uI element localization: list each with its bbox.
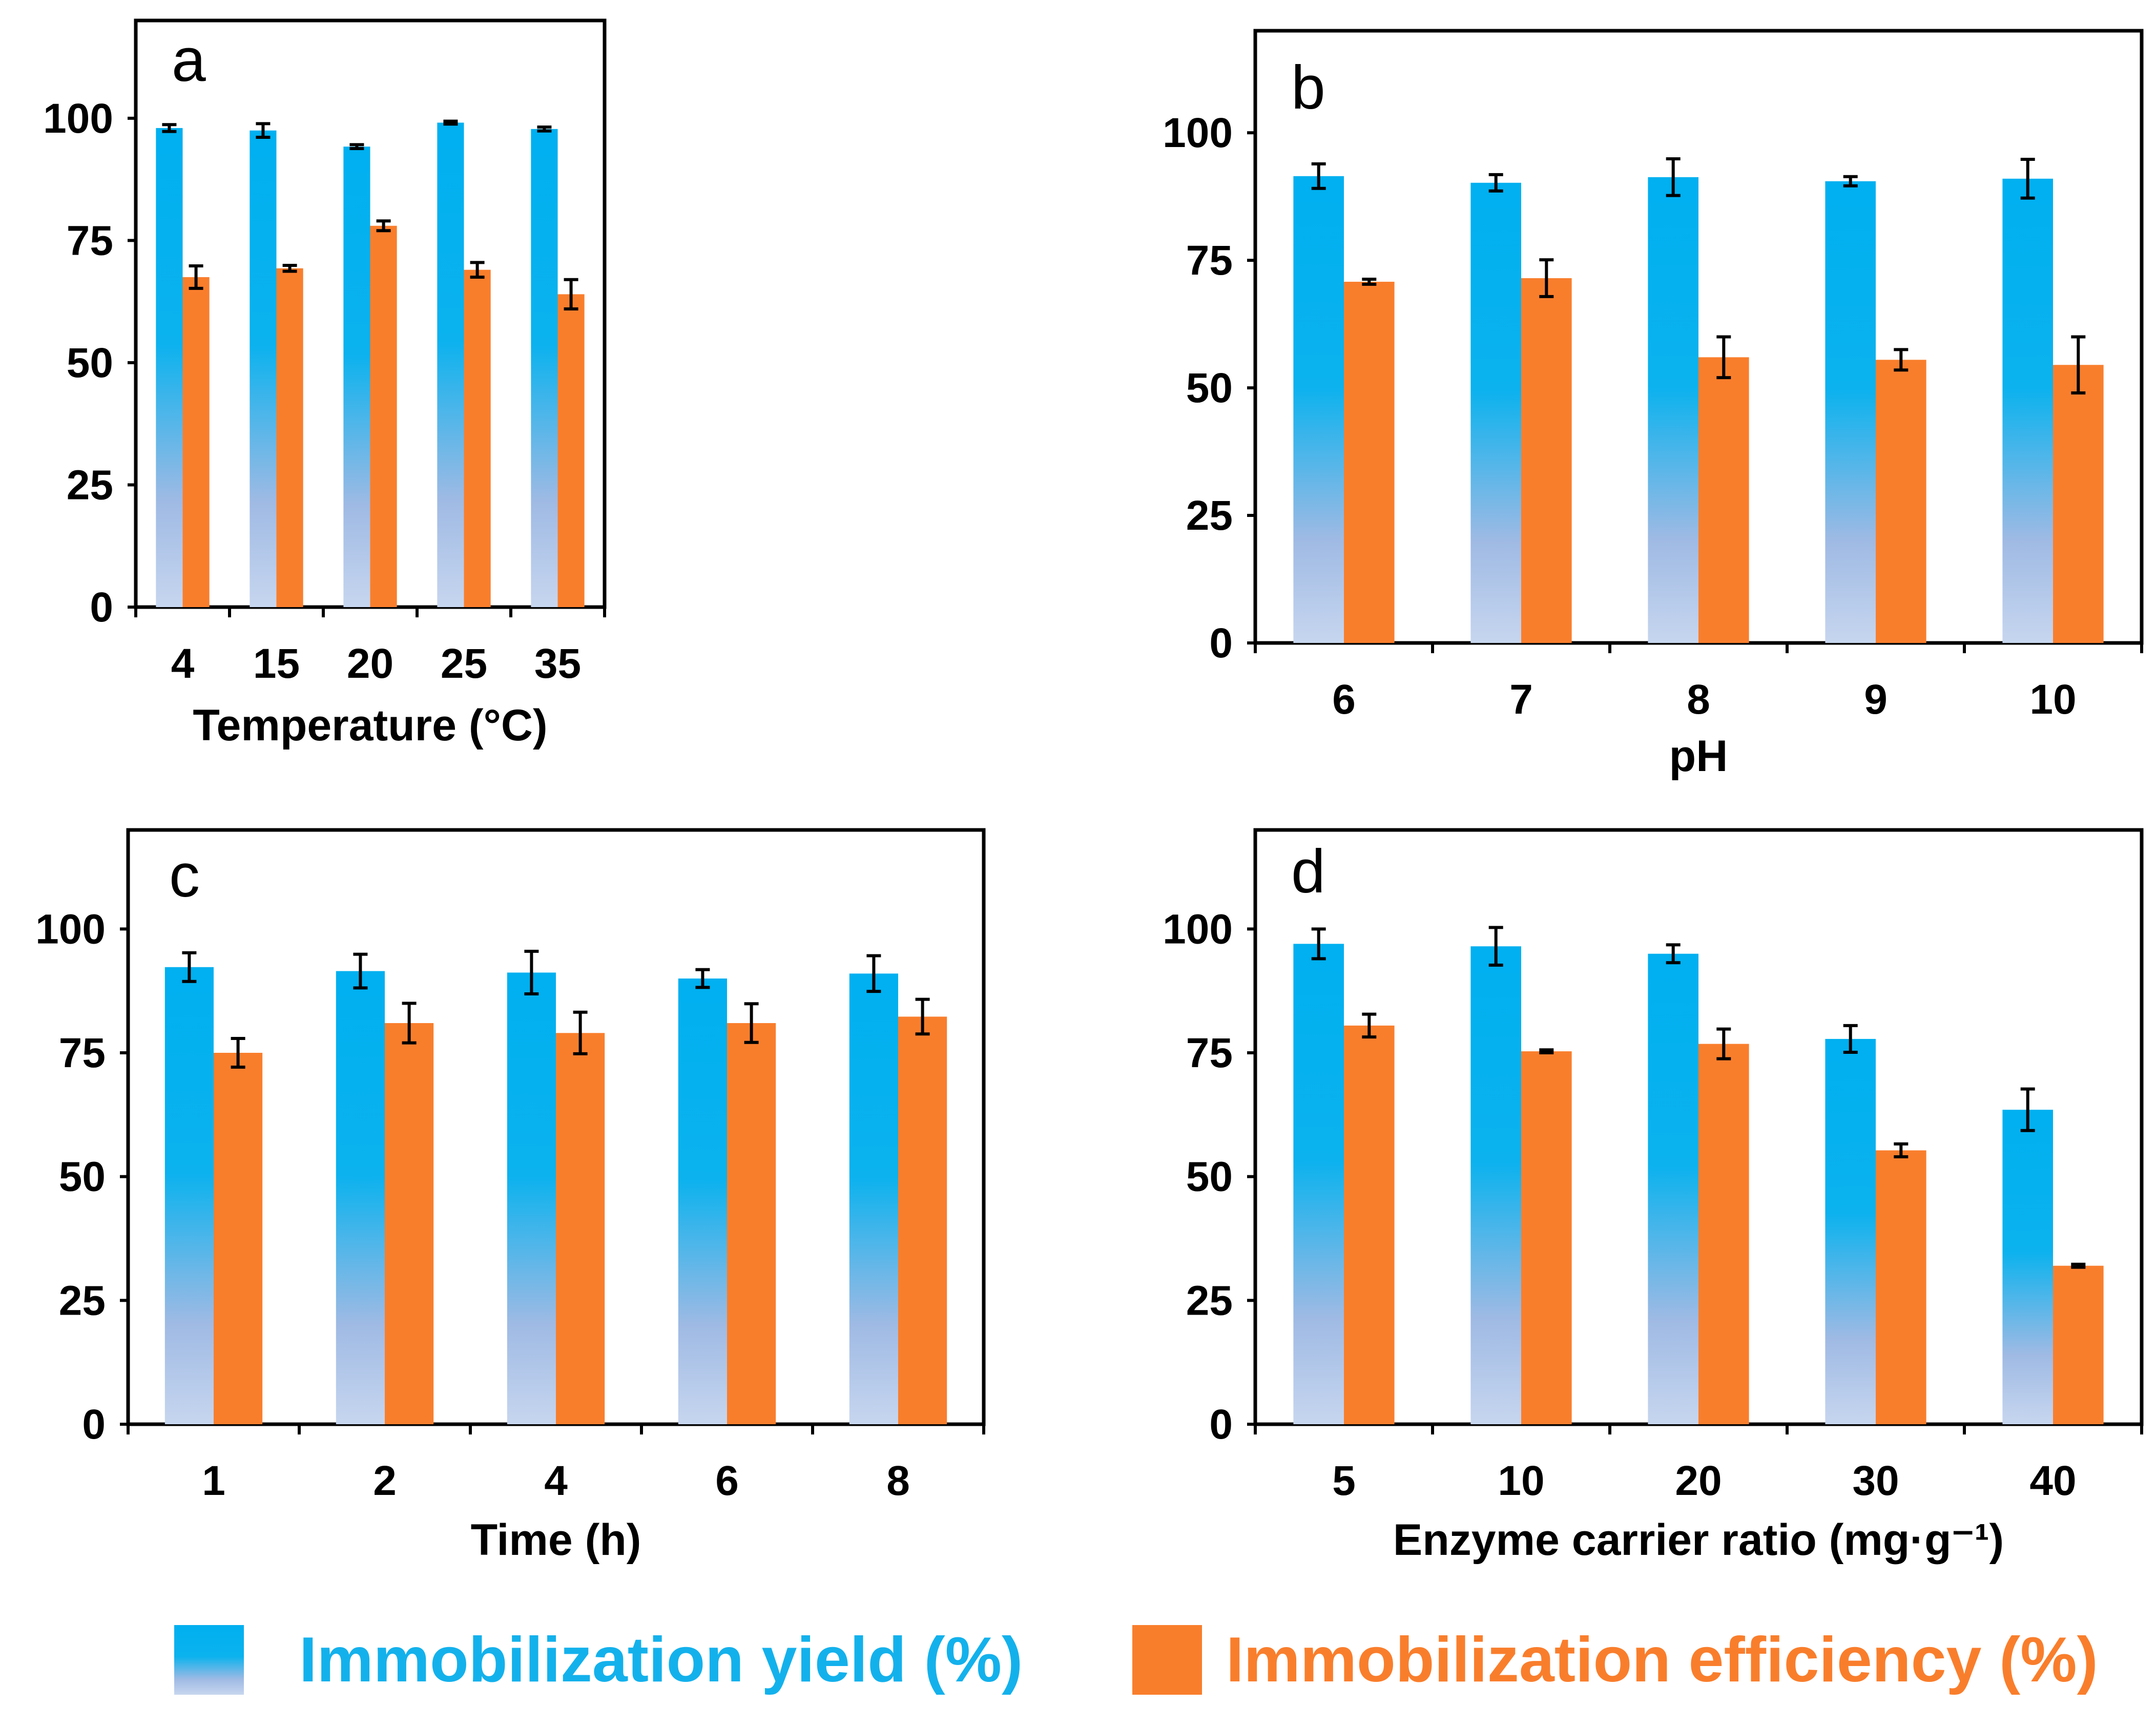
bar-immobilization-efficiency bbox=[1521, 1051, 1572, 1424]
bar-immobilization-efficiency bbox=[214, 1053, 263, 1424]
panel-letter: d bbox=[1291, 837, 1325, 906]
y-tick-label: 50 bbox=[1186, 365, 1233, 411]
y-tick-label: 25 bbox=[1186, 492, 1233, 539]
legend-efficiency-swatch bbox=[1132, 1625, 1202, 1695]
x-axis-title: pH bbox=[1669, 732, 1728, 781]
x-tick-label: 25 bbox=[441, 640, 487, 687]
bar-immobilization-efficiency bbox=[1344, 281, 1395, 643]
legend-efficiency-label: Immobilization efficiency (%) bbox=[1226, 1625, 2098, 1695]
chart-panel-d: d 0 25 50 75 100 5 10 20 30 40 Enzyme carrier ratio… bbox=[1163, 828, 2144, 1565]
bar-immobilization-yield bbox=[437, 122, 464, 607]
bar-immobilization-efficiency bbox=[1698, 357, 1749, 643]
y-tick-label: 75 bbox=[1186, 1030, 1233, 1076]
x-tick-label: 6 bbox=[1332, 676, 1356, 723]
y-tick-label: 75 bbox=[1186, 237, 1233, 284]
bar-immobilization-yield bbox=[678, 979, 727, 1424]
bar-immobilization-yield bbox=[1470, 182, 1521, 643]
x-tick-label: 20 bbox=[1675, 1458, 1722, 1504]
x-tick-label: 9 bbox=[1864, 676, 1888, 723]
bar-immobilization-efficiency bbox=[2053, 365, 2104, 643]
y-tick-label: 100 bbox=[35, 906, 106, 952]
bar-immobilization-efficiency bbox=[182, 277, 210, 607]
bar-immobilization-yield bbox=[336, 971, 385, 1424]
y-tick-label: 100 bbox=[1163, 110, 1233, 156]
bar-immobilization-yield bbox=[1825, 181, 1876, 643]
panel-letter: c bbox=[169, 841, 200, 910]
x-axis-title: Enzyme carrier ratio (mg·g⁻¹) bbox=[1393, 1515, 2004, 1565]
bar-immobilization-efficiency bbox=[727, 1023, 776, 1424]
bar-immobilization-efficiency bbox=[1698, 1044, 1749, 1424]
bar-immobilization-efficiency bbox=[464, 269, 491, 607]
bar-immobilization-efficiency bbox=[276, 268, 303, 607]
y-tick-label: 100 bbox=[1163, 906, 1233, 952]
y-tick-label: 0 bbox=[1209, 1401, 1233, 1448]
bar-immobilization-efficiency bbox=[385, 1023, 434, 1424]
bar-immobilization-efficiency bbox=[1876, 1150, 1926, 1424]
bar-immobilization-efficiency bbox=[1876, 360, 1926, 643]
x-tick-label: 8 bbox=[1687, 676, 1710, 723]
x-tick-label: 35 bbox=[534, 640, 581, 687]
bar-immobilization-efficiency bbox=[1344, 1025, 1395, 1424]
y-tick-label: 25 bbox=[67, 462, 113, 508]
legend: Immobilization yield (%) Immobilization … bbox=[174, 1625, 2098, 1695]
bar-immobilization-yield bbox=[343, 147, 370, 607]
bar-immobilization-efficiency bbox=[557, 294, 585, 607]
bar-immobilization-yield bbox=[1470, 946, 1521, 1424]
y-tick-label: 50 bbox=[67, 340, 113, 386]
y-tick-label: 75 bbox=[59, 1030, 106, 1076]
x-tick-label: 10 bbox=[1498, 1458, 1544, 1504]
bar-immobilization-yield bbox=[1648, 177, 1698, 643]
x-axis-title: Temperature (°C) bbox=[193, 701, 547, 750]
bar-immobilization-efficiency bbox=[898, 1016, 947, 1424]
bar-immobilization-yield bbox=[2002, 1110, 2053, 1424]
bar-immobilization-yield bbox=[507, 972, 556, 1424]
legend-yield-swatch bbox=[174, 1625, 244, 1695]
bar-immobilization-yield bbox=[1293, 176, 1344, 643]
bar-immobilization-efficiency bbox=[556, 1033, 605, 1424]
y-tick-label: 50 bbox=[59, 1154, 106, 1200]
bar-immobilization-efficiency bbox=[370, 225, 397, 607]
x-axis-title: Time (h) bbox=[471, 1515, 641, 1565]
y-tick-label: 100 bbox=[43, 95, 113, 142]
x-tick-label: 10 bbox=[2029, 676, 2076, 723]
y-tick-label: 25 bbox=[1186, 1277, 1233, 1324]
bar-immobilization-yield bbox=[849, 973, 898, 1424]
chart-panel-a: a 0 25 50 75 100 4 15 20 25 35 Temperature (°C) bbox=[43, 18, 607, 750]
y-tick-label: 0 bbox=[82, 1401, 106, 1448]
panel-letter: b bbox=[1291, 53, 1325, 122]
x-tick-label: 5 bbox=[1332, 1458, 1356, 1504]
x-tick-label: 1 bbox=[202, 1458, 225, 1504]
bar-immobilization-efficiency bbox=[1521, 278, 1572, 643]
x-tick-label: 2 bbox=[373, 1458, 397, 1504]
x-tick-label: 8 bbox=[886, 1458, 910, 1504]
y-tick-label: 75 bbox=[67, 217, 113, 264]
x-tick-label: 40 bbox=[2029, 1458, 2076, 1504]
bar-immobilization-yield bbox=[156, 128, 183, 607]
chart-panel-b: b 0 25 50 75 100 6 7 8 9 10 pH bbox=[1163, 29, 2144, 781]
bar-immobilization-efficiency bbox=[2053, 1265, 2104, 1424]
bar-immobilization-yield bbox=[1825, 1038, 1876, 1424]
x-tick-label: 30 bbox=[1852, 1458, 1899, 1504]
bar-immobilization-yield bbox=[531, 129, 558, 607]
x-tick-label: 7 bbox=[1509, 676, 1533, 723]
bar-immobilization-yield bbox=[250, 130, 277, 607]
x-tick-label: 4 bbox=[171, 640, 195, 687]
x-tick-label: 20 bbox=[347, 640, 393, 687]
x-tick-label: 15 bbox=[253, 640, 300, 687]
x-tick-label: 4 bbox=[544, 1458, 568, 1504]
bar-immobilization-yield bbox=[1648, 953, 1698, 1424]
bar-immobilization-yield bbox=[2002, 178, 2053, 643]
bar-immobilization-yield bbox=[1293, 944, 1344, 1424]
chart-panel-c: c 0 25 50 75 100 1 2 4 6 8 Time (h) bbox=[35, 828, 986, 1565]
y-tick-label: 0 bbox=[1209, 620, 1233, 667]
bar-immobilization-yield bbox=[164, 967, 214, 1424]
y-tick-label: 50 bbox=[1186, 1154, 1233, 1200]
x-tick-label: 6 bbox=[715, 1458, 739, 1504]
y-tick-label: 0 bbox=[90, 584, 113, 631]
panel-letter: a bbox=[172, 26, 206, 94]
y-tick-label: 25 bbox=[59, 1277, 106, 1324]
legend-yield-label: Immobilization yield (%) bbox=[299, 1625, 1023, 1695]
